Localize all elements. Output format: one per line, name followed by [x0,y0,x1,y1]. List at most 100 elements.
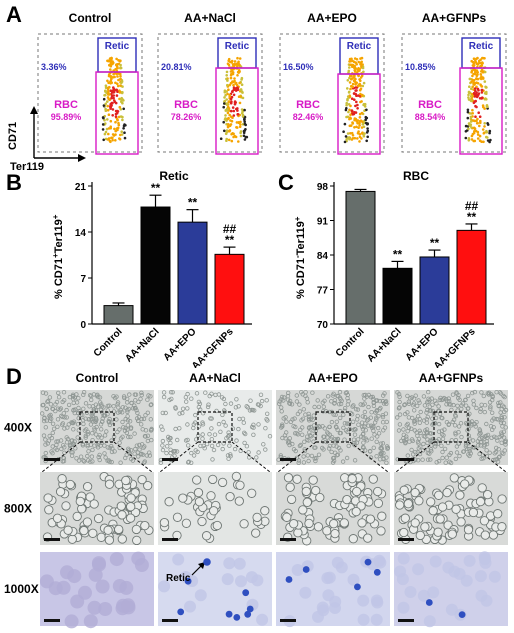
cell [121,475,131,486]
event-dot [480,85,483,88]
event-dot [480,88,484,92]
cell [426,497,436,507]
cell [415,403,420,409]
cell [249,424,255,430]
event-dot [120,100,123,103]
cell [308,475,318,485]
cell [265,411,270,416]
event-dot [348,108,351,112]
cell [192,475,202,485]
cell [166,437,171,442]
cell [54,447,60,453]
cell [130,458,136,463]
event-dot [106,118,109,121]
event-dot [112,96,115,100]
cell [480,530,490,540]
cell [53,408,58,414]
cell [194,497,205,507]
cell [139,392,144,398]
plot-frame [157,33,263,153]
y-tick-label: 84 [317,251,329,262]
cell [429,448,434,454]
event-dot [118,91,122,94]
cell [279,425,284,430]
cell [380,398,386,404]
cell [497,494,507,504]
cell [412,419,417,424]
cell [396,428,402,433]
event-dot [115,72,118,76]
cell [494,445,499,451]
cell [61,501,71,511]
cell [312,456,317,461]
event-dot [355,58,359,61]
retic-gate-label: Retic [105,41,130,52]
cell [142,459,147,464]
cell [501,420,507,426]
scale-bar [280,458,296,461]
cell [493,457,498,462]
event-dot [359,79,362,82]
cell [115,400,121,405]
event-dot [470,134,474,138]
cell [241,430,247,436]
cell [488,406,493,411]
y-tick-label: 0 [80,320,86,331]
cell [434,460,439,465]
cell [334,425,339,430]
event-dot [227,100,230,104]
cell [397,422,403,427]
event-dot [472,81,476,85]
cell [43,425,48,430]
cell [478,430,483,436]
cell [83,614,98,629]
cell [267,433,273,439]
cell [160,410,165,416]
event-dot [472,62,476,65]
event-dot [469,120,473,123]
event-dot [230,132,233,136]
cell [66,402,72,408]
y-tick-label: 70 [317,320,329,331]
cell [91,407,96,412]
event-dot [108,139,112,143]
event-dot [347,103,351,106]
cell [104,479,115,489]
cell [401,427,406,432]
cell [215,442,221,448]
cell [277,399,282,404]
cell [72,395,77,400]
cell [233,557,246,570]
cell [380,441,386,446]
cell [71,419,77,424]
event-dot [358,135,362,139]
event-dot [228,83,232,87]
cell [60,459,65,464]
cell [218,429,223,434]
cell [189,450,194,456]
cell [306,458,311,464]
reticulocyte-stain [364,558,372,566]
zoom-guide-line [231,441,271,473]
cell [350,419,356,424]
event-dot [478,134,482,138]
event-dot [106,79,109,83]
cell [479,439,484,445]
cell [109,420,114,425]
cell [412,563,425,576]
cell [186,459,191,464]
event-dot [354,104,357,108]
cell [484,421,489,427]
cell [382,391,387,396]
event-dot [366,127,369,130]
bar-aa-epo [419,256,450,325]
cell [72,511,82,522]
cell [177,411,182,416]
cell [397,405,402,410]
x-tick-label: AA+NaCl [365,326,403,364]
cell [210,457,215,462]
cell [55,487,66,497]
cell [99,440,104,445]
event-dot [360,65,363,68]
